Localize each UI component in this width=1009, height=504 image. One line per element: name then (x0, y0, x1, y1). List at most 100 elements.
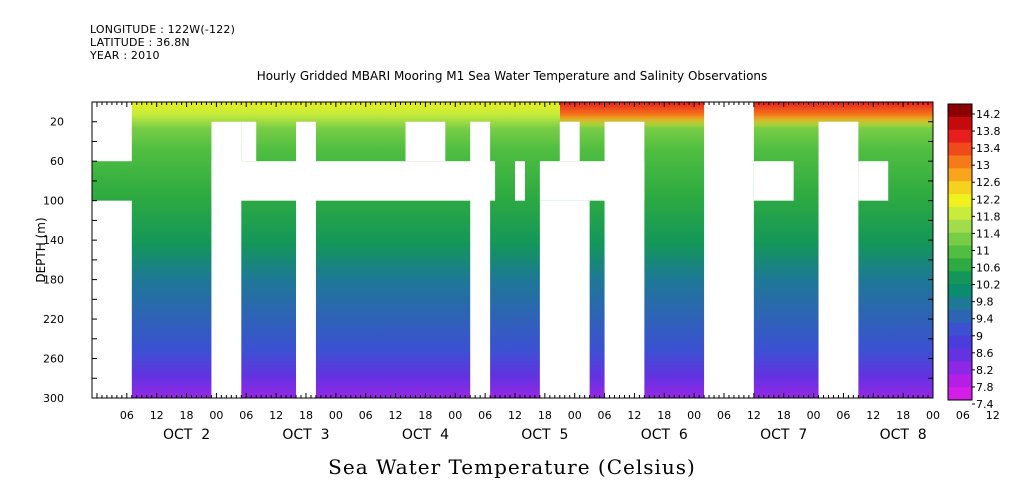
missing-data-region (92, 200, 132, 398)
missing-data-region (539, 200, 590, 398)
x-hour-label: 00 (807, 409, 821, 422)
x-day-label: OCT 2 (163, 427, 210, 443)
missing-data-region (211, 121, 242, 398)
colorbar-label: 11.4 (976, 227, 1001, 240)
colorbar-swatch (948, 194, 972, 208)
missing-data-region (704, 102, 754, 398)
x-hour-label: 18 (896, 409, 910, 422)
colorbar-label: 13 (976, 159, 990, 172)
colorbar-label: 10.2 (976, 279, 1001, 292)
missing-data-region (470, 121, 491, 398)
x-hour-label: 12 (986, 409, 1000, 422)
y-tick-label: 180 (43, 274, 64, 287)
x-hour-label: 00 (568, 409, 582, 422)
colorbar-label: 10.6 (976, 262, 1001, 275)
missing-data-region (998, 122, 1009, 398)
colorbar-swatch (948, 116, 972, 131)
year-label: YEAR : 2010 (90, 49, 160, 62)
colorbar-swatch (948, 374, 972, 388)
missing-data-region (753, 161, 794, 201)
colorbar-swatch (948, 361, 972, 375)
y-tick-label: 100 (43, 195, 64, 208)
colorbar-swatch (948, 219, 972, 234)
x-hour-label: 12 (747, 409, 761, 422)
missing-data-region (241, 121, 257, 142)
colorbar-swatch (948, 155, 972, 169)
longitude-label: LONGITUDE : 122W(-122) (90, 23, 236, 36)
y-axis-label: DEPTH (m) (34, 217, 48, 282)
x-hour-label: 06 (478, 409, 492, 422)
colorbar-swatch (948, 271, 972, 285)
x-axis-label: Sea Water Temperature (Celsius) (328, 455, 696, 479)
x-hour-label: 06 (239, 409, 253, 422)
x-hour-label: 00 (926, 409, 940, 422)
colorbar-swatch (948, 142, 972, 156)
x-day-label: OCT 7 (760, 427, 807, 443)
colorbar-swatch (948, 258, 972, 272)
colorbar-swatch (948, 335, 972, 350)
colorbar-swatch (948, 309, 972, 324)
missing-data-region (858, 161, 889, 201)
colorbar-label: 9.8 (976, 296, 994, 309)
x-hour-label: 12 (389, 409, 403, 422)
x-day-label: OCT 5 (521, 427, 568, 443)
colorbar-label: 12.2 (976, 193, 1001, 206)
x-hour-label: 06 (836, 409, 850, 422)
missing-data-region (604, 121, 645, 398)
y-tick-label: 260 (43, 353, 64, 366)
y-tick-label: 300 (43, 392, 64, 405)
x-hour-label: 18 (418, 409, 432, 422)
x-hour-label: 06 (717, 409, 731, 422)
colorbar-swatch (948, 181, 972, 195)
colorbar-frame (947, 103, 973, 401)
colorbar-label: 13.8 (976, 125, 1001, 138)
colorbar: 14.2 13.8 13.4 13 12.6 12.2 11.8 11.4 11 10.6 10.2… (947, 103, 1001, 411)
chart-title: Hourly Gridded MBARI Mooring M1 Sea Wate… (257, 69, 768, 83)
colorbar-label: 11 (976, 244, 990, 257)
x-hour-label: 06 (598, 409, 612, 422)
plot-area (92, 102, 1009, 398)
x-day-label: OCT 4 (402, 427, 449, 443)
x-hour-label: 18 (657, 409, 671, 422)
x-hour-label: 00 (209, 409, 223, 422)
colorbar-swatch (948, 284, 972, 298)
missing-data-region (92, 102, 132, 162)
x-hour-label: 06 (120, 409, 134, 422)
missing-data-regions (92, 102, 1009, 398)
colorbar-swatch (948, 297, 972, 311)
x-hour-label: 18 (180, 409, 194, 422)
missing-data-region (514, 161, 525, 201)
y-tick-label: 60 (50, 155, 64, 168)
colorbar-label: 9 (976, 330, 983, 343)
missing-data-region (211, 161, 496, 201)
colorbar-label: 7.8 (976, 381, 994, 394)
colorbar-label: 8.6 (976, 347, 994, 360)
y-tick-label: 220 (43, 313, 64, 326)
x-hour-label: 00 (329, 409, 343, 422)
colorbar-swatch (948, 348, 972, 362)
colorbar-swatch (948, 232, 972, 247)
x-day-label: OCT 3 (282, 427, 329, 443)
colorbar-label: 12.6 (976, 176, 1001, 189)
x-hour-label: 18 (299, 409, 313, 422)
x-hour-label: 12 (508, 409, 522, 422)
x-hour-label: 12 (627, 409, 641, 422)
x-hour-label: 18 (777, 409, 791, 422)
colorbar-swatch (948, 245, 972, 259)
missing-data-region (241, 141, 257, 162)
y-tick-label: 20 (50, 116, 64, 129)
x-hour-label: 18 (538, 409, 552, 422)
colorbar-swatch (948, 168, 972, 182)
plot-frame (91, 101, 934, 399)
colorbar-swatch (948, 387, 972, 401)
x-day-label: OCT 6 (641, 427, 688, 443)
x-hour-label: 12 (866, 409, 880, 422)
colorbar-label: 14.2 (976, 108, 1001, 121)
colorbar-swatch (948, 104, 972, 118)
x-hour-label: 00 (448, 409, 462, 422)
x-hour-label: 06 (956, 409, 970, 422)
x-axis: 06 12 18 00 06 12 18 00 06 12 18 00 06 12 18 00 06 12 18 00… (96, 102, 1000, 443)
colorbar-swatch (948, 206, 972, 221)
latitude-label: LATITUDE : 36.8N (90, 36, 190, 49)
